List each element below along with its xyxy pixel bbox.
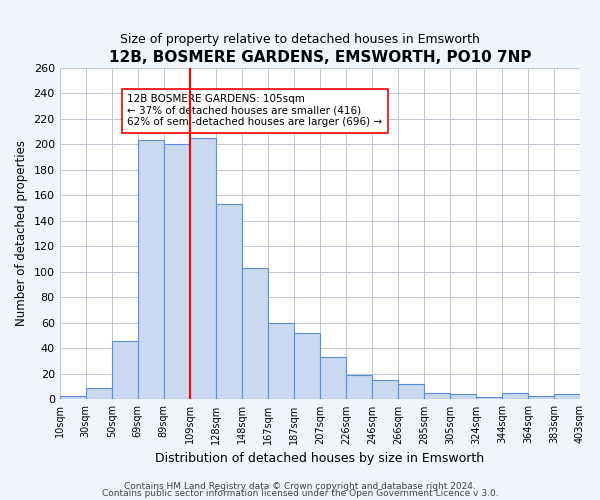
X-axis label: Distribution of detached houses by size in Emsworth: Distribution of detached houses by size … (155, 452, 484, 465)
Text: Contains HM Land Registry data © Crown copyright and database right 2024.: Contains HM Land Registry data © Crown c… (124, 482, 476, 491)
Bar (216, 204, 242, 400)
Bar (86, 388, 112, 400)
Bar (554, 394, 580, 400)
Bar (164, 144, 190, 400)
Bar (398, 384, 424, 400)
Bar (138, 140, 164, 400)
Bar (346, 375, 372, 400)
Bar (59, 396, 86, 400)
Text: 12B BOSMERE GARDENS: 105sqm
← 37% of detached houses are smaller (416)
62% of se: 12B BOSMERE GARDENS: 105sqm ← 37% of det… (127, 94, 382, 128)
Y-axis label: Number of detached properties: Number of detached properties (15, 140, 28, 326)
Text: Size of property relative to detached houses in Emsworth: Size of property relative to detached ho… (120, 32, 480, 46)
Bar (294, 333, 320, 400)
Bar (502, 393, 528, 400)
Bar (242, 268, 268, 400)
Bar (450, 394, 476, 400)
Text: Contains public sector information licensed under the Open Government Licence v : Contains public sector information licen… (101, 490, 499, 498)
Bar (320, 358, 346, 400)
Bar (112, 340, 138, 400)
Bar (190, 138, 216, 400)
Title: 12B, BOSMERE GARDENS, EMSWORTH, PO10 7NP: 12B, BOSMERE GARDENS, EMSWORTH, PO10 7NP (109, 50, 531, 65)
Bar (528, 396, 554, 400)
Bar (476, 397, 502, 400)
Bar (268, 323, 294, 400)
Bar (424, 393, 450, 400)
Bar (372, 380, 398, 400)
